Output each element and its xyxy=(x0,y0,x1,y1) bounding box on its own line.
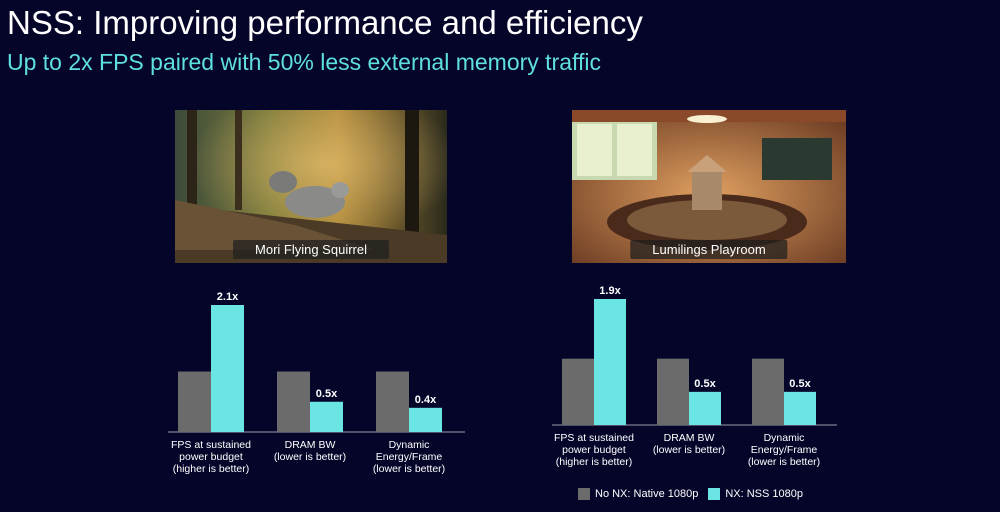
slide-subtitle: Up to 2x FPS paired with 50% less extern… xyxy=(7,49,601,75)
bar-baseline-0 xyxy=(178,371,211,432)
category-label-2-1: Energy/Frame xyxy=(376,451,443,463)
mori-flying-squirrel-image: Mori Flying Squirrel xyxy=(175,110,447,263)
legend-swatch-baseline xyxy=(578,488,590,500)
data-label-1: 0.5x xyxy=(316,388,338,400)
category-label-1-0: DRAM BW xyxy=(285,439,336,451)
legend-item-baseline: No NX: Native 1080p xyxy=(578,488,698,500)
legend: No NX: Native 1080p NX: NSS 1080p xyxy=(578,488,813,500)
category-label-2-1: Energy/Frame xyxy=(751,444,818,456)
category-label-2-2: (lower is better) xyxy=(373,463,445,475)
category-label-1-0: DRAM BW xyxy=(664,432,715,444)
legend-swatch-nss xyxy=(708,488,721,500)
bar-nss-1 xyxy=(689,391,721,425)
category-label-0-1: power budget xyxy=(179,451,243,463)
data-label-2: 0.5x xyxy=(789,378,811,390)
bar-baseline-2 xyxy=(376,371,409,432)
data-label-1: 0.5x xyxy=(694,378,716,390)
category-label-0-1: power budget xyxy=(562,444,626,456)
category-label-0-2: (higher is better) xyxy=(173,463,249,475)
data-label-2: 0.4x xyxy=(415,394,437,406)
category-label-1-1: (lower is better) xyxy=(653,444,725,456)
bar-nss-2 xyxy=(409,407,442,432)
legend-label-nss: NX: NSS 1080p xyxy=(725,488,803,500)
category-label-2-0: Dynamic xyxy=(389,439,430,451)
chart-mori: 2.1x FPS at sustained power budget (higher … xyxy=(150,275,470,480)
bar-baseline-1 xyxy=(277,371,310,432)
category-label-1-1: (lower is better) xyxy=(274,451,346,463)
data-label-0: 1.9x xyxy=(599,285,621,297)
photo-label-mori: Mori Flying Squirrel xyxy=(233,240,389,259)
bar-nss-0 xyxy=(211,305,244,432)
photo-label-lumilings: Lumilings Playroom xyxy=(630,240,788,259)
bar-nss-2 xyxy=(784,391,816,425)
bar-baseline-0 xyxy=(562,358,594,425)
bar-baseline-2 xyxy=(752,358,784,425)
legend-label-baseline: No NX: Native 1080p xyxy=(595,488,699,500)
slide-title: NSS: Improving performance and efficienc… xyxy=(7,4,643,41)
bar-nss-0 xyxy=(594,299,626,425)
legend-item-nss: NX: NSS 1080p xyxy=(708,488,803,500)
category-label-2-0: Dynamic xyxy=(764,432,805,444)
chart-lumilings: 1.9x FPS at sustained power budget (higher … xyxy=(535,275,855,480)
category-label-2-2: (lower is better) xyxy=(748,456,820,468)
category-label-0-0: FPS at sustained xyxy=(171,439,251,451)
category-label-0-2: (higher is better) xyxy=(556,456,632,468)
bar-nss-1 xyxy=(310,401,343,432)
category-label-0-0: FPS at sustained xyxy=(554,432,634,444)
bar-baseline-1 xyxy=(657,358,689,425)
data-label-0: 2.1x xyxy=(217,291,239,303)
lumilings-playroom-image: Lumilings Playroom xyxy=(572,110,846,263)
